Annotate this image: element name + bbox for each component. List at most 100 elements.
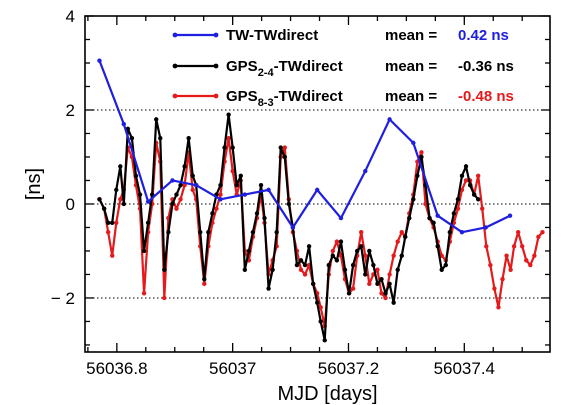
data-point (443, 262, 448, 268)
data-point (254, 211, 260, 216)
data-point (129, 135, 135, 141)
x-tick-label: 56036.8 (86, 359, 147, 378)
data-point (367, 248, 372, 254)
data-point (492, 286, 497, 291)
data-point (238, 173, 243, 178)
data-point (435, 244, 440, 249)
data-point (435, 213, 440, 218)
data-point (298, 258, 304, 263)
data-point (141, 291, 147, 296)
data-point (105, 229, 111, 235)
data-point (298, 267, 304, 272)
data-point (379, 276, 384, 282)
data-point (515, 229, 521, 235)
data-point (395, 239, 400, 244)
data-point (459, 173, 465, 178)
data-point (270, 267, 275, 272)
data-point (507, 213, 513, 218)
data-point (318, 305, 323, 310)
data-point (371, 262, 376, 268)
data-point (274, 229, 279, 235)
data-point (114, 187, 119, 193)
legend-marker (213, 32, 219, 38)
data-point (258, 182, 264, 188)
legend: TW-TWdirect mean = 0.42 ns GPS2-4-TWdirect m… (172, 27, 514, 109)
data-point (266, 187, 271, 193)
legend-marker (172, 32, 178, 38)
data-point (532, 253, 537, 258)
data-point (467, 182, 473, 188)
data-point (375, 281, 380, 287)
data-point (363, 253, 368, 258)
data-point (230, 145, 235, 150)
legend-mean-label: mean = (385, 88, 437, 105)
data-point (141, 248, 147, 254)
data-point (182, 164, 187, 169)
data-point (387, 281, 392, 287)
data-point (363, 168, 368, 174)
legend-item-1: TW-TWdirect mean = 0.42 ns (172, 27, 509, 44)
data-point (315, 300, 320, 305)
data-point (218, 197, 223, 202)
ticks (85, 15, 550, 352)
data-point (290, 225, 296, 230)
data-point (488, 262, 493, 268)
data-point (101, 206, 107, 211)
data-point (222, 145, 227, 150)
legend-item-2: GPS2-4-TWdirect mean = -0.36 ns (172, 58, 514, 79)
data-point (206, 229, 211, 235)
data-point (439, 253, 444, 258)
legend-item-3: GPS8-3-TWdirect mean = -0.48 ns (172, 88, 514, 109)
data-point (399, 229, 404, 235)
data-point (326, 262, 331, 268)
data-point (178, 182, 183, 188)
data-point (149, 192, 155, 197)
data-point (154, 117, 159, 122)
legend-marker (213, 93, 219, 99)
data-point (536, 234, 541, 240)
x-tick-label: 56037.2 (318, 359, 379, 378)
data-point (190, 173, 195, 178)
data-point (403, 234, 408, 240)
data-point (455, 206, 461, 211)
data-point (202, 281, 207, 287)
data-point (431, 220, 436, 225)
y-axis-title: [ns] (23, 168, 45, 200)
data-point (540, 229, 545, 235)
data-point (350, 262, 356, 268)
data-point (114, 220, 119, 225)
data-point (359, 229, 364, 235)
data-point (282, 145, 287, 150)
data-point (145, 199, 151, 204)
data-point (170, 201, 175, 207)
data-point (387, 117, 392, 122)
x-tick-label: 56037.4 (434, 359, 495, 378)
data-point (250, 229, 256, 235)
data-point (322, 338, 327, 343)
legend-mean-value: -0.36 ns (458, 58, 514, 75)
data-point (190, 187, 195, 193)
data-point (407, 215, 412, 221)
data-point (97, 197, 102, 202)
data-point (475, 197, 481, 202)
series-line (98, 60, 511, 234)
legend-mean-label: mean = (385, 27, 437, 44)
data-point (459, 187, 465, 193)
data-point (121, 121, 126, 127)
data-point (334, 258, 340, 263)
data-point (266, 286, 271, 291)
data-point (315, 187, 320, 193)
data-point (166, 229, 171, 235)
data-point (500, 276, 505, 282)
data-point (483, 225, 488, 230)
data-point (395, 267, 400, 272)
data-point (214, 206, 219, 211)
data-point (367, 281, 372, 287)
data-point (162, 267, 167, 272)
y-tick-label: 4 (66, 7, 75, 26)
data-point (174, 192, 179, 197)
data-point (302, 262, 308, 268)
data-point (415, 173, 420, 178)
data-point (178, 197, 183, 202)
